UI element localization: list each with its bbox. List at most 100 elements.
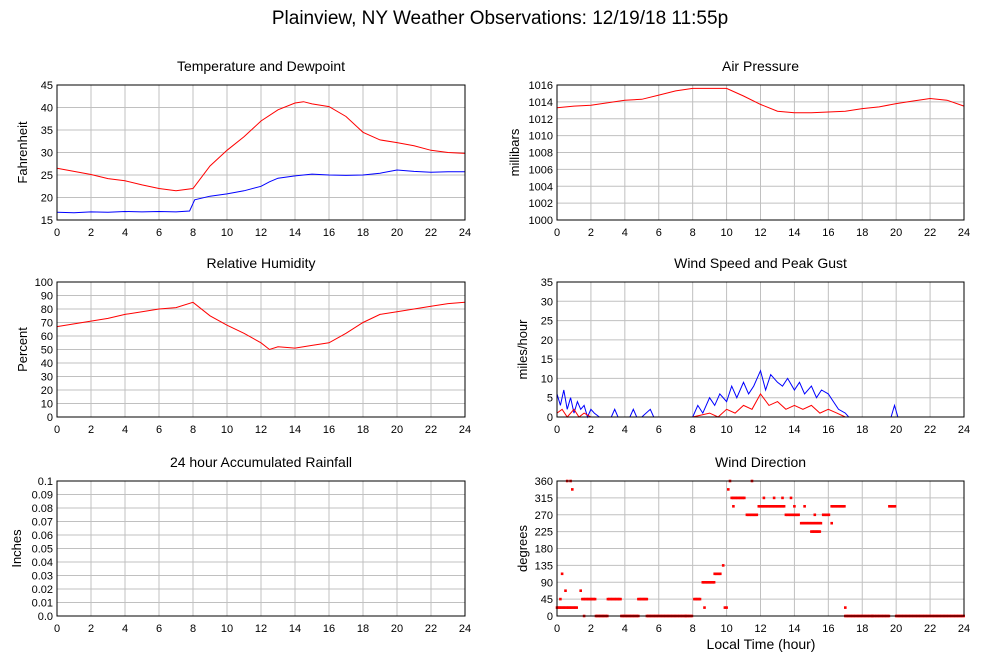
direction-xtick-label: 18 [856,623,868,635]
direction-point [748,513,751,517]
wind-ytick-label: 10 [541,373,553,385]
humidity-xtick-label: 6 [156,424,162,436]
direction-point [645,597,649,601]
direction-point [579,589,582,592]
rainfall-ytick-label: 0.01 [32,598,53,610]
direction-ytick-label: 45 [541,594,553,606]
direction-point [559,597,562,601]
direction-point [778,505,782,508]
direction-point [817,530,820,533]
wind-ylabel: miles/hour [515,319,530,380]
direction-point [794,513,798,517]
direction-point [784,513,788,517]
pressure-xtick-label: 10 [720,227,732,239]
direction-point [712,581,716,584]
pressure-plot-frame [556,84,965,221]
direction-point [814,521,817,525]
rainfall-xtick-label: 8 [190,623,196,635]
direction-point [771,505,775,508]
direction-point [767,505,770,508]
direction-point [749,513,753,517]
direction-point [802,521,806,525]
direction-point [830,521,833,525]
direction-point [695,597,699,601]
humidity-ytick-label: 100 [35,277,53,289]
local-time-axis-label: Local Time (hour) [706,636,816,652]
direction-point [562,606,566,609]
direction-point [567,606,570,609]
direction-xtick-label: 12 [754,623,766,635]
rainfall-ytick-label: 0.04 [32,557,53,569]
direction-point [892,505,895,508]
direction-point [780,505,783,508]
rainfall-xtick-label: 20 [391,623,403,635]
direction-point [569,606,573,609]
pressure-ytick-label: 1012 [529,114,553,126]
wind-xtick-label: 18 [856,424,868,436]
direction-point [558,606,562,609]
direction-point [644,597,647,601]
direction-point [736,496,739,500]
direction-xtick-label: 22 [924,623,936,635]
wind-ytick-label: 20 [541,335,553,347]
direction-point [588,597,591,601]
direction-point [559,606,563,609]
direction-point [834,505,838,508]
direction-point [608,597,611,601]
direction-point [571,606,574,609]
temperature-ytick-label: 15 [41,215,53,227]
rainfall-xtick-label: 6 [156,623,162,635]
humidity-series-0-line [56,301,466,351]
humidity-xtick-label: 8 [190,424,196,436]
direction-point [815,521,818,525]
rainfall-ytick-label: 0.08 [32,503,53,515]
page-title: Plainview, NY Weather Observations: 12/1… [271,8,729,29]
direction-point [731,496,735,500]
temperature-xtick-label: 10 [221,227,233,239]
direction-point [789,496,793,500]
wind-xtick-label: 10 [720,424,732,436]
temperature-xtick-label: 0 [54,227,60,239]
wind-series-1-line [556,392,964,418]
humidity-xtick-label: 4 [122,424,128,436]
direction-point [763,505,766,508]
pressure-ytick-label: 1006 [529,164,553,176]
wind-title: Wind Speed and Peak Gust [674,255,847,271]
direction-point [733,496,736,500]
direction-point [751,513,754,517]
direction-point [831,505,835,508]
direction-ytick-label: 135 [535,560,553,572]
direction-point [777,505,780,508]
direction-xtick-label: 20 [890,623,902,635]
wind-xtick-label: 22 [924,424,936,436]
direction-point [638,597,642,601]
direction-point [697,597,700,601]
direction-point [642,597,646,601]
direction-point [615,597,618,601]
humidity-xtick-label: 20 [391,424,403,436]
direction-point [811,530,815,533]
direction-point [610,597,614,601]
pressure-xtick-label: 22 [924,227,936,239]
humidity-ylabel: Percent [15,327,30,372]
direction-point [775,505,779,508]
pressure-ytick-label: 1004 [529,181,553,193]
direction-point [568,606,571,609]
temperature-xtick-label: 16 [323,227,335,239]
direction-point [582,597,586,601]
direction-plot-frame [556,480,965,617]
humidity-ytick-label: 0 [47,412,53,424]
rainfall-xtick-label: 10 [221,623,233,635]
pressure-ytick-label: 1014 [529,97,553,109]
direction-point [581,597,584,601]
direction-point [741,496,745,500]
wind-ytick-label: 25 [541,316,553,328]
direction-point [613,597,617,601]
temperature-ytick-label: 30 [41,148,53,160]
direction-point [791,513,795,517]
rainfall-ytick-label: 0.05 [32,544,53,556]
direction-point [716,572,719,576]
direction-ylabel: degrees [515,525,530,572]
temperature-xtick-label: 12 [255,227,267,239]
